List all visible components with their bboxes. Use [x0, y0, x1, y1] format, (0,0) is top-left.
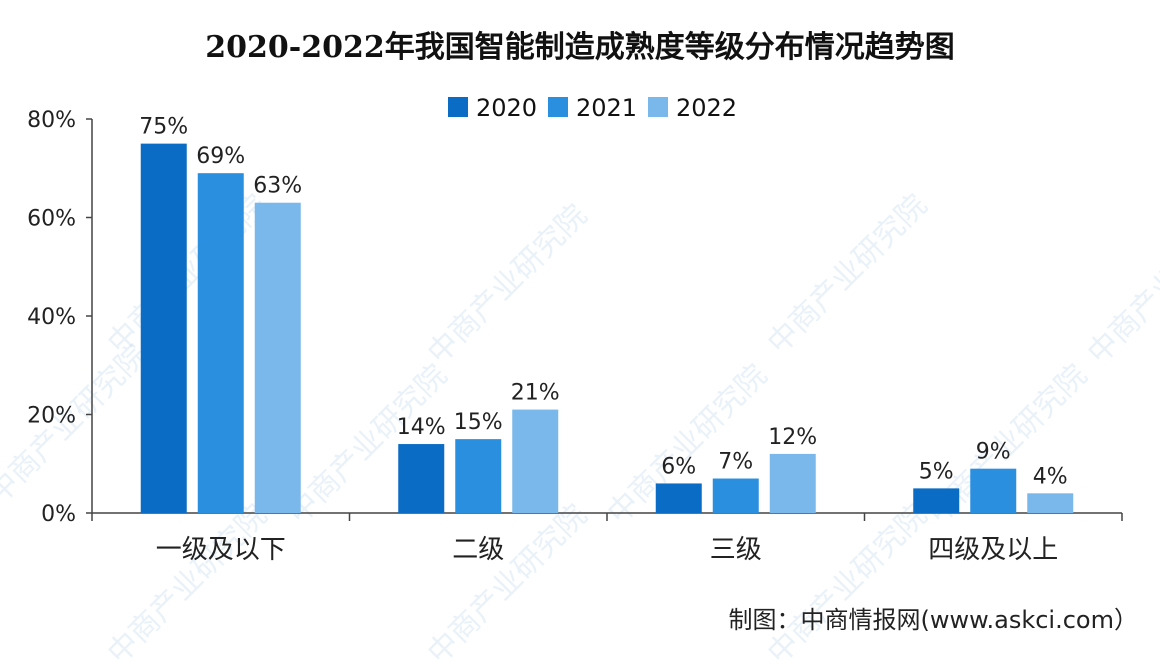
- y-tick-label: 80%: [27, 108, 76, 133]
- bar-2022: [254, 202, 301, 513]
- x-tick-label: 四级及以上: [928, 535, 1058, 565]
- data-label: 15%: [454, 410, 503, 435]
- bar-2021: [455, 439, 502, 513]
- bar-2022: [1027, 493, 1074, 513]
- data-label: 6%: [661, 454, 696, 479]
- data-label: 69%: [196, 144, 245, 169]
- y-tick-label: 40%: [27, 305, 76, 330]
- data-label: 7%: [718, 450, 753, 475]
- data-label: 4%: [1033, 464, 1068, 489]
- legend-swatch-2022: [648, 97, 668, 117]
- data-label: 63%: [253, 174, 302, 199]
- legend-label: 2020: [476, 94, 537, 122]
- bar-2020: [398, 444, 445, 513]
- bar-2021: [197, 173, 244, 514]
- x-tick-label: 一级及以下: [156, 535, 286, 565]
- data-label: 75%: [139, 115, 188, 140]
- legend-label: 2021: [576, 94, 637, 122]
- y-tick-label: 20%: [27, 404, 76, 429]
- bar-2020: [655, 483, 702, 513]
- x-tick-label: 三级: [710, 535, 762, 565]
- legend-swatch-2021: [548, 97, 568, 117]
- x-tick-label: 二级: [452, 535, 504, 565]
- bar-2022: [512, 409, 559, 513]
- data-label: 14%: [397, 415, 446, 440]
- data-label: 12%: [768, 425, 817, 450]
- bar-2021: [712, 478, 759, 513]
- chart-title: 2020-2022年我国智能制造成熟度等级分布情况趋势图: [205, 30, 955, 65]
- source-note: 制图：中商情报网(www.askci.com）: [728, 606, 1138, 634]
- bar-chart: 0% 20% 40% 60% 80% 一级及以下 75% 69% 63% 二级 14% 15% 21% 三…: [27, 94, 1123, 565]
- legend-swatch-2020: [448, 97, 468, 117]
- bar-2021: [970, 468, 1017, 513]
- y-tick-label: 60%: [27, 207, 76, 232]
- data-label: 9%: [976, 440, 1011, 465]
- data-label: 21%: [511, 381, 560, 406]
- bar-2020: [913, 488, 960, 513]
- legend-label: 2022: [676, 94, 737, 122]
- bar-2022: [769, 453, 816, 513]
- y-tick-label: 0%: [41, 502, 76, 527]
- data-label: 5%: [919, 459, 954, 484]
- bar-2020: [140, 143, 187, 513]
